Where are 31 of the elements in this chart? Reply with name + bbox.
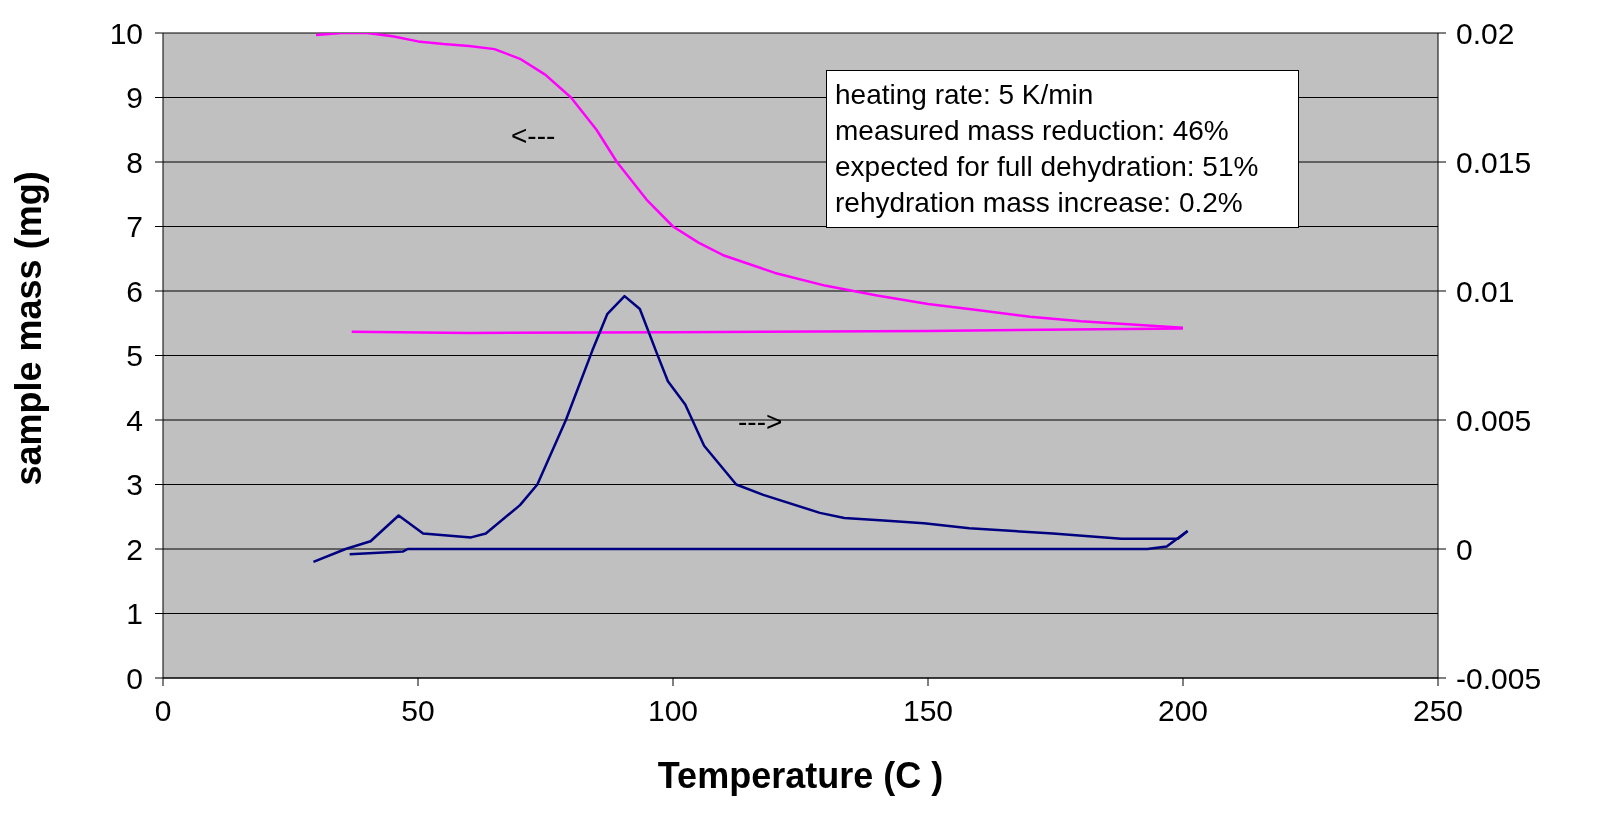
y-tick-label: 3: [126, 468, 143, 502]
annotation: --->: [738, 406, 783, 438]
annotation: rehydration mass increase: 0.2%: [835, 186, 1244, 220]
y2-tick-label: 0.015: [1456, 145, 1532, 179]
annotation: measured mass reduction: 46%: [835, 114, 1230, 148]
y2-tick-label: -0.005: [1456, 661, 1542, 695]
x-tick-label: 100: [647, 694, 699, 728]
y-tick-label: 10: [109, 16, 143, 50]
y-tick-label: 1: [126, 597, 143, 631]
x-tick-label: 250: [1412, 694, 1464, 728]
y-tick-label: 0: [126, 661, 143, 695]
x-tick-label: 0: [154, 694, 172, 728]
y-tick-label: 8: [126, 145, 143, 179]
y2-tick-label: 0: [1456, 532, 1473, 566]
annotation: expected for full dehydration: 51%: [835, 150, 1259, 184]
x-tick-label: 200: [1157, 694, 1209, 728]
y-tick-label: 5: [126, 339, 143, 373]
annotation: <---: [511, 120, 556, 152]
y-tick-label: 7: [126, 210, 143, 244]
y-tick-label: 2: [126, 532, 143, 566]
y-tick-label: 6: [126, 274, 143, 308]
annotation: heating rate: 5 K/min: [835, 78, 1095, 112]
y2-tick-label: 0.01: [1456, 274, 1515, 308]
y-tick-label: 4: [126, 403, 143, 437]
x-axis-title: Temperature (C ): [657, 755, 944, 796]
y-tick-label: 9: [126, 81, 143, 115]
x-tick-label: 50: [401, 694, 435, 728]
x-tick-label: 150: [902, 694, 954, 728]
y2-tick-label: 0.02: [1456, 16, 1515, 50]
y2-tick-label: 0.005: [1456, 403, 1532, 437]
y-axis-title: sample mass (mg): [7, 171, 49, 486]
